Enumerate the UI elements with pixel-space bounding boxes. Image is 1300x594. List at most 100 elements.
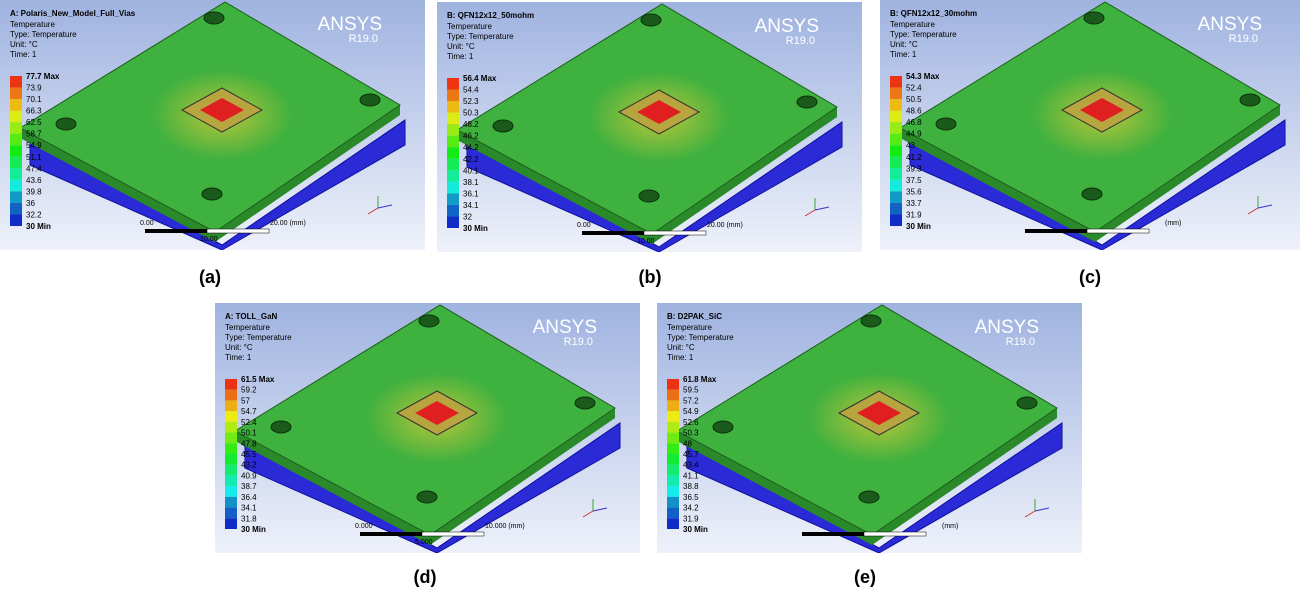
result-title: A: TOLL_GaN — [225, 312, 278, 321]
version: R19.0 — [1229, 33, 1258, 45]
legend-label: 50.5 — [906, 95, 922, 104]
caption: (d) — [413, 567, 437, 587]
legend-label: 30 Min — [463, 224, 488, 233]
mount-hole — [1016, 396, 1038, 410]
mount-hole — [638, 189, 660, 203]
result-info: Time: 1 — [667, 353, 694, 362]
board-side — [677, 408, 1057, 545]
logo: ANSYS — [533, 317, 597, 338]
result-info: Unit: °C — [447, 42, 475, 51]
mount-hole — [796, 95, 818, 109]
board-side — [457, 107, 837, 244]
legend-label: 30 Min — [906, 222, 931, 231]
result-info: Time: 1 — [10, 50, 37, 59]
legend-swatch — [890, 191, 902, 203]
legend-label: 47.8 — [241, 439, 257, 448]
version: R19.0 — [349, 33, 378, 45]
legend-label: 30 Min — [683, 525, 708, 534]
legend-label: 45.7 — [683, 450, 699, 459]
scale-bar-black — [1025, 229, 1087, 233]
legend-swatch — [10, 99, 22, 111]
legend-label: 77.7 Max — [26, 72, 60, 81]
legend-label: 41.1 — [683, 471, 699, 480]
axis-z — [377, 204, 393, 209]
board-side — [235, 408, 615, 545]
legend-swatch — [447, 78, 459, 90]
simulation-panel: A: Polaris_New_Model_Full_Vias Temperatur… — [0, 0, 425, 250]
mount-hole — [640, 13, 662, 27]
scale-bar-white — [643, 230, 707, 236]
board-side — [20, 105, 400, 242]
legend-swatch — [225, 421, 237, 433]
legend-swatch — [225, 507, 237, 519]
legend-swatch — [225, 400, 237, 412]
mount-hole — [416, 490, 438, 504]
legend-label: 50.1 — [241, 429, 257, 438]
result-info: Temperature — [10, 20, 55, 29]
legend-label: 30 Min — [26, 222, 51, 231]
legend-label: 52.3 — [463, 97, 479, 106]
legend-label: 48.6 — [906, 107, 922, 116]
legend-label: 59.5 — [683, 386, 699, 395]
legend-label: 52.4 — [241, 418, 257, 427]
legend-label: 52.4 — [906, 84, 922, 93]
heatsink — [244, 422, 621, 553]
scale-label: 10.00 — [637, 238, 655, 245]
board-side — [900, 105, 1280, 242]
legend-label: 36 — [26, 199, 35, 208]
legend-label: 41.2 — [906, 153, 922, 162]
result-info: Time: 1 — [447, 52, 474, 61]
caption: (c) — [1079, 267, 1101, 287]
axis-z — [1034, 507, 1050, 512]
legend-label: 54.3 Max — [906, 72, 940, 81]
legend-label: 73.9 — [26, 84, 42, 93]
mount-hole — [1083, 11, 1105, 25]
legend-label: 43.2 — [241, 461, 257, 470]
logo: ANSYS — [1198, 14, 1262, 35]
legend-swatch — [447, 193, 459, 205]
legend-label: 40.9 — [241, 471, 257, 480]
legend-swatch — [10, 122, 22, 134]
legend-swatch — [225, 432, 237, 444]
legend-label: 59.2 — [241, 386, 257, 395]
legend-swatch — [667, 518, 679, 529]
legend-swatch — [447, 101, 459, 113]
legend-label: 37.5 — [906, 176, 922, 185]
scale-label: (mm) — [1165, 220, 1181, 227]
result-info: Type: Temperature — [667, 333, 734, 342]
legend-swatch — [447, 112, 459, 125]
result-title: B: QFN12x12_50mohm — [447, 11, 534, 20]
version: R19.0 — [1006, 336, 1035, 348]
legend-label: 38.7 — [241, 482, 257, 491]
legend-swatch — [10, 214, 22, 226]
legend-label: 34.2 — [683, 504, 699, 513]
legend-label: 46.8 — [906, 118, 922, 127]
legend-label: 57 — [241, 396, 250, 405]
legend-label: 44.2 — [463, 143, 479, 152]
mount-hole — [201, 187, 223, 201]
legend-label: 61.5 Max — [241, 375, 275, 384]
legend-swatch — [890, 145, 902, 157]
result-info: Unit: °C — [10, 40, 38, 49]
result-info: Unit: °C — [225, 343, 253, 352]
legend-label: 43.4 — [683, 461, 699, 470]
axis-z — [814, 206, 830, 211]
die — [1080, 98, 1124, 122]
legend-label: 35.6 — [906, 187, 922, 196]
caption: (a) — [199, 267, 221, 287]
legend-label: 36.4 — [241, 493, 257, 502]
result-info: Time: 1 — [225, 353, 252, 362]
heatsink — [909, 119, 1286, 250]
mount-hole — [1239, 93, 1261, 107]
legend-swatch — [447, 135, 459, 148]
mount-hole — [935, 117, 957, 131]
legend-swatch — [225, 379, 237, 390]
legend-label: 34.1 — [241, 504, 257, 513]
legend-label: 39.3 — [906, 164, 922, 173]
legend-swatch — [890, 179, 902, 192]
mount-hole — [55, 117, 77, 131]
legend-swatch — [10, 76, 22, 88]
